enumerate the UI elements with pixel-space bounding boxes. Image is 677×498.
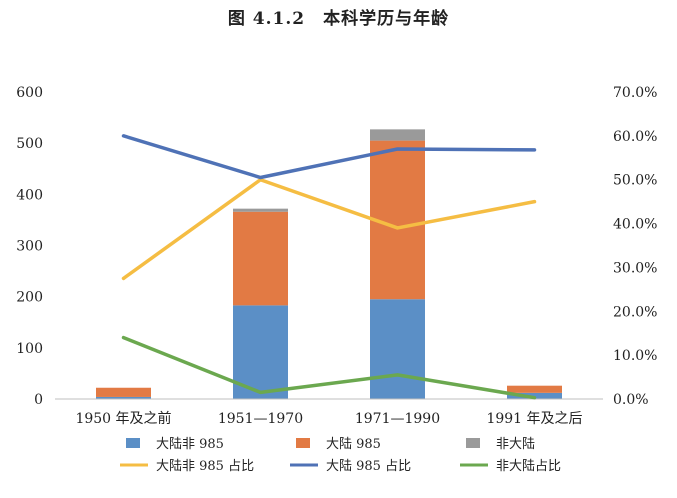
y-left-tick-label: 400 [16, 187, 43, 203]
y-left-tick-label: 600 [16, 85, 43, 101]
y-left-tick-label: 500 [16, 136, 43, 152]
x-tick-label: 1951—1970 [218, 411, 303, 427]
bar-segment [507, 385, 562, 393]
legend-label: 大陆 985 [326, 436, 381, 452]
y-right-tick-label: 40.0% [613, 217, 657, 233]
y-left-tick-label: 100 [16, 341, 43, 357]
bar-segment [233, 211, 288, 306]
x-tick-label: 1950 年及之前 [75, 410, 171, 427]
legend-swatch [126, 438, 140, 448]
y-right-tick-label: 30.0% [613, 260, 657, 276]
chart-title: 图 4.1.2 本科学历与年龄 [227, 9, 450, 29]
x-tick-label: 1991 年及之后 [486, 411, 582, 427]
y-right-tick-label: 0.0% [613, 392, 649, 408]
x-tick-label: 1971—1990 [355, 411, 440, 427]
y-right-tick-label: 60.0% [613, 129, 657, 145]
series-line [121, 335, 537, 400]
legend-label: 大陆非 985 占比 [156, 458, 254, 474]
y-right-tick-label: 20.0% [613, 304, 657, 320]
y-left-tick-label: 200 [16, 290, 43, 306]
legend-label: 非大陆 [496, 436, 535, 452]
legend-label: 非大陆占比 [496, 458, 561, 474]
series-line [121, 134, 537, 180]
bar-segment [96, 387, 151, 397]
y-left-tick-label: 0 [34, 392, 43, 408]
legend-label: 大陆 985 占比 [326, 458, 411, 474]
y-left-tick-label: 300 [16, 239, 43, 255]
legend-swatch [296, 438, 310, 448]
y-right-tick-label: 10.0% [613, 348, 657, 364]
bar-segment [370, 129, 425, 141]
y-right-tick-label: 70.0% [613, 85, 657, 101]
bar-segment [370, 299, 425, 399]
y-right-tick-label: 50.0% [613, 173, 657, 189]
legend-label: 大陆非 985 [156, 436, 224, 452]
bar-segment [96, 396, 151, 399]
bar-segment [233, 208, 288, 212]
legend-swatch [466, 438, 480, 448]
series-line [121, 177, 537, 281]
